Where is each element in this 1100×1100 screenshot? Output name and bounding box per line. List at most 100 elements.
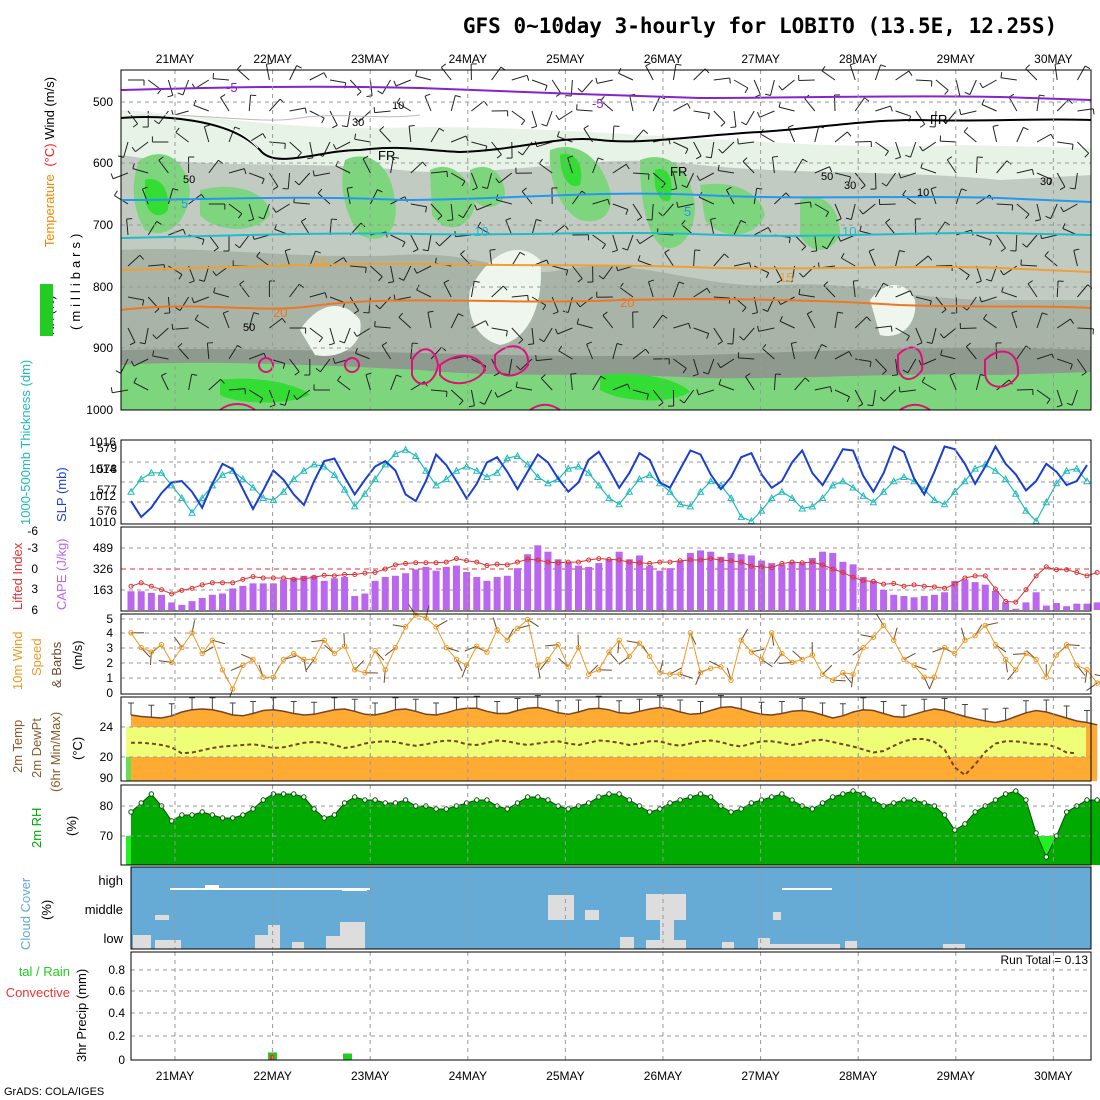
wind-barb xyxy=(854,389,864,405)
wind-barb-flag xyxy=(658,402,664,407)
wind-barb-flag xyxy=(191,373,198,376)
wind-barb xyxy=(511,294,528,298)
wind-barb-flag xyxy=(489,249,496,251)
precip-tick: 0.2 xyxy=(108,1029,125,1043)
wind-barb-flag xyxy=(446,171,448,177)
thickness-point xyxy=(371,475,379,483)
rh-point xyxy=(535,794,541,800)
rh-point xyxy=(972,809,978,815)
cape-bar xyxy=(585,566,593,610)
top-day-label: 25MAY xyxy=(546,52,584,66)
wind-barb-flag xyxy=(398,312,404,318)
wind-speed-point xyxy=(1074,662,1080,669)
thickness-point xyxy=(411,451,420,459)
wind-barb-flag xyxy=(266,62,272,65)
wind-barb xyxy=(228,388,245,391)
wind-barb-flag xyxy=(182,229,186,235)
rh-point xyxy=(789,797,795,803)
wind-barb-flag xyxy=(860,185,866,190)
wind-barb-flag xyxy=(648,279,655,283)
wind-barb xyxy=(707,358,715,375)
wind-barb xyxy=(841,257,856,267)
lifted-index-point xyxy=(545,559,551,565)
wind-barb-flag xyxy=(132,163,135,169)
contour-label: 15 xyxy=(313,255,327,270)
wind-barb xyxy=(188,374,193,391)
wind-barb-flag xyxy=(365,372,372,376)
contour-label: 50 xyxy=(821,171,833,183)
wind-barb xyxy=(516,386,533,391)
wind-barb-flag xyxy=(602,311,608,316)
wind-barb xyxy=(127,327,136,343)
wind-barb-flag xyxy=(259,398,264,404)
contour-label: 15 xyxy=(779,270,793,285)
wind-barb xyxy=(975,265,982,282)
wind-barb xyxy=(194,79,210,89)
wind-barb xyxy=(722,141,735,154)
wind-barb-flag xyxy=(930,186,937,190)
wind-barb-flag xyxy=(472,187,478,191)
lifted-index-point xyxy=(484,563,490,569)
cape-bar xyxy=(808,558,816,610)
wind-barb xyxy=(1077,141,1090,154)
wind-barb xyxy=(519,358,533,371)
rh-point xyxy=(331,812,338,818)
wind-barb-flag xyxy=(139,342,146,345)
wind-speed-point xyxy=(1033,656,1039,663)
wind-barb-flag xyxy=(730,126,737,129)
wind-barb-flag xyxy=(706,333,710,339)
lifted-index-point xyxy=(1043,564,1049,570)
wind-barb-flag xyxy=(867,404,873,407)
wind-barb xyxy=(374,110,391,114)
wind-speed-point xyxy=(321,637,327,643)
wind-barb-flag xyxy=(702,371,709,375)
rh-point xyxy=(352,794,358,800)
wind-barb-flag xyxy=(177,342,183,348)
wind-barb xyxy=(969,79,977,95)
rh-point xyxy=(911,797,917,803)
contour-label: 10 xyxy=(392,100,404,112)
wind-barb xyxy=(365,374,371,391)
wind-barb xyxy=(1056,280,1059,298)
cloud-panel: high middle low Cloud Cover (%) xyxy=(18,867,1091,950)
contour-label: 10 xyxy=(474,224,488,239)
lifted-index-point xyxy=(718,557,724,563)
wind-barb-flag xyxy=(519,251,526,256)
wind-barb-flag xyxy=(685,148,689,155)
thickness-point xyxy=(483,472,491,480)
wind-barb-flag xyxy=(710,217,717,220)
wind-barb xyxy=(895,358,899,375)
rh-point xyxy=(616,791,622,797)
thickness-point xyxy=(574,462,583,470)
wind-barb-flag xyxy=(706,288,711,294)
wind-barb xyxy=(834,203,842,219)
wind-barb xyxy=(1016,345,1027,360)
contour-label: 30 xyxy=(352,117,364,129)
cape-bar xyxy=(686,552,694,610)
wind-barb-flag xyxy=(425,206,428,213)
wind-barb xyxy=(733,220,742,236)
thickness-point xyxy=(930,496,939,504)
lifted-index-point xyxy=(372,569,378,575)
cape-bar xyxy=(747,555,755,610)
thickness-point xyxy=(432,481,440,489)
thickness-point xyxy=(493,468,501,476)
wind-barb-flag xyxy=(916,342,923,346)
wind-barb-flag xyxy=(379,126,385,131)
lifted-index-point xyxy=(789,559,795,565)
wind-speed-point xyxy=(748,649,755,655)
wind-barb xyxy=(693,110,710,114)
wind-barb xyxy=(895,327,910,337)
lifted-index-point xyxy=(250,574,256,580)
wind-barb xyxy=(629,95,634,112)
wind-barb-flag xyxy=(234,244,240,249)
wind-barb xyxy=(249,352,265,360)
wind-barb xyxy=(156,327,169,340)
wind-barb xyxy=(160,375,169,391)
lifted-index-point xyxy=(321,572,327,578)
wind-barb xyxy=(651,203,654,220)
lifted-index-point xyxy=(1013,599,1019,605)
wind-barb xyxy=(713,77,730,81)
wind-barb xyxy=(854,316,868,329)
wind-barb-flag xyxy=(744,87,749,94)
